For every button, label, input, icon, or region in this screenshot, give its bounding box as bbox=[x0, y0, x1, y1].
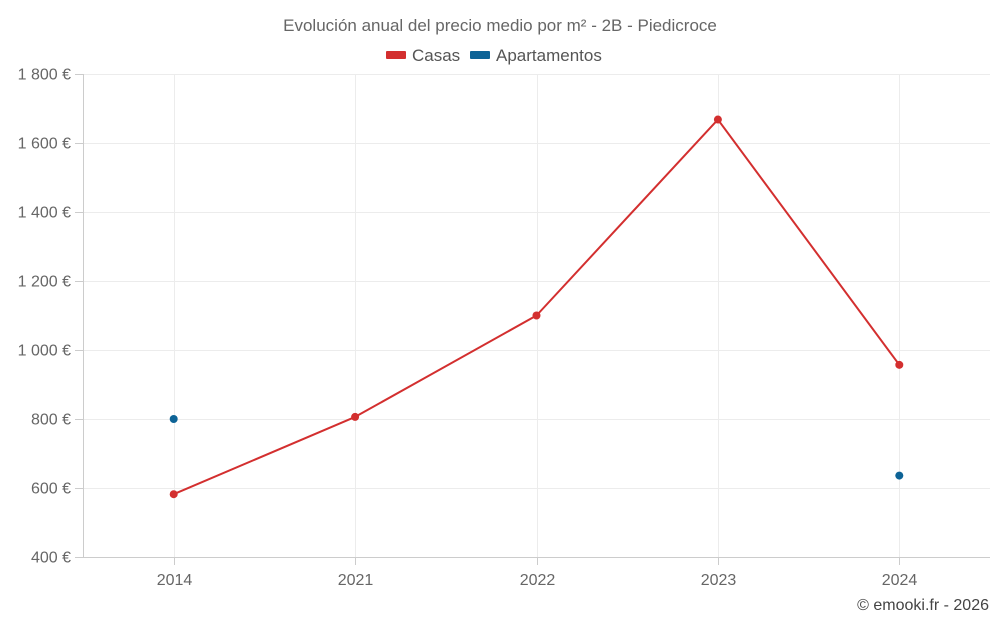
data-point-casas bbox=[895, 360, 904, 369]
y-tick-label: 1 600 € bbox=[18, 136, 71, 153]
series bbox=[169, 115, 904, 499]
y-tick-label: 1 400 € bbox=[18, 205, 71, 222]
series-line-casas bbox=[172, 415, 357, 496]
data-point-casas bbox=[713, 115, 722, 124]
x-tick-label: 2023 bbox=[701, 572, 737, 589]
x-tick-label: 2021 bbox=[338, 572, 374, 589]
data-point-casas bbox=[532, 311, 541, 320]
x-tick-label: 2022 bbox=[520, 572, 556, 589]
series-line-casas bbox=[716, 118, 901, 366]
credit-text[interactable]: © emooki.fr - 2026 bbox=[857, 597, 989, 614]
data-point-apartamentos bbox=[895, 471, 904, 480]
series-line-casas bbox=[535, 118, 719, 317]
data-point-apartamentos bbox=[169, 415, 178, 423]
legend-swatch-casas[interactable] bbox=[386, 51, 406, 59]
series-line-casas bbox=[354, 314, 538, 418]
x-tick-label: 2024 bbox=[882, 572, 918, 589]
chart-title: Evolución anual del precio medio por m² … bbox=[283, 16, 717, 35]
x-tick-label: 2014 bbox=[157, 572, 193, 589]
data-point-casas bbox=[351, 412, 360, 421]
legend-label-casas[interactable]: Casas bbox=[412, 46, 460, 65]
y-tick-label: 1 800 € bbox=[18, 67, 71, 84]
axes: 400 € 600 € 800 € 1 000 € 1 200 € 1 400 € 1 60… bbox=[18, 67, 990, 589]
y-tick-label: 600 € bbox=[31, 481, 71, 498]
y-tick-label: 1 200 € bbox=[18, 274, 71, 291]
y-tick-label: 400 € bbox=[31, 550, 71, 567]
legend-label-apartamentos[interactable]: Apartamentos bbox=[496, 46, 602, 65]
y-tick-label: 1 000 € bbox=[18, 343, 71, 360]
data-point-casas bbox=[169, 490, 178, 499]
legend-swatch-apartamentos[interactable] bbox=[470, 51, 490, 59]
y-tick-label: 800 € bbox=[31, 412, 71, 429]
legend: Casas Apartamentos bbox=[386, 46, 602, 65]
